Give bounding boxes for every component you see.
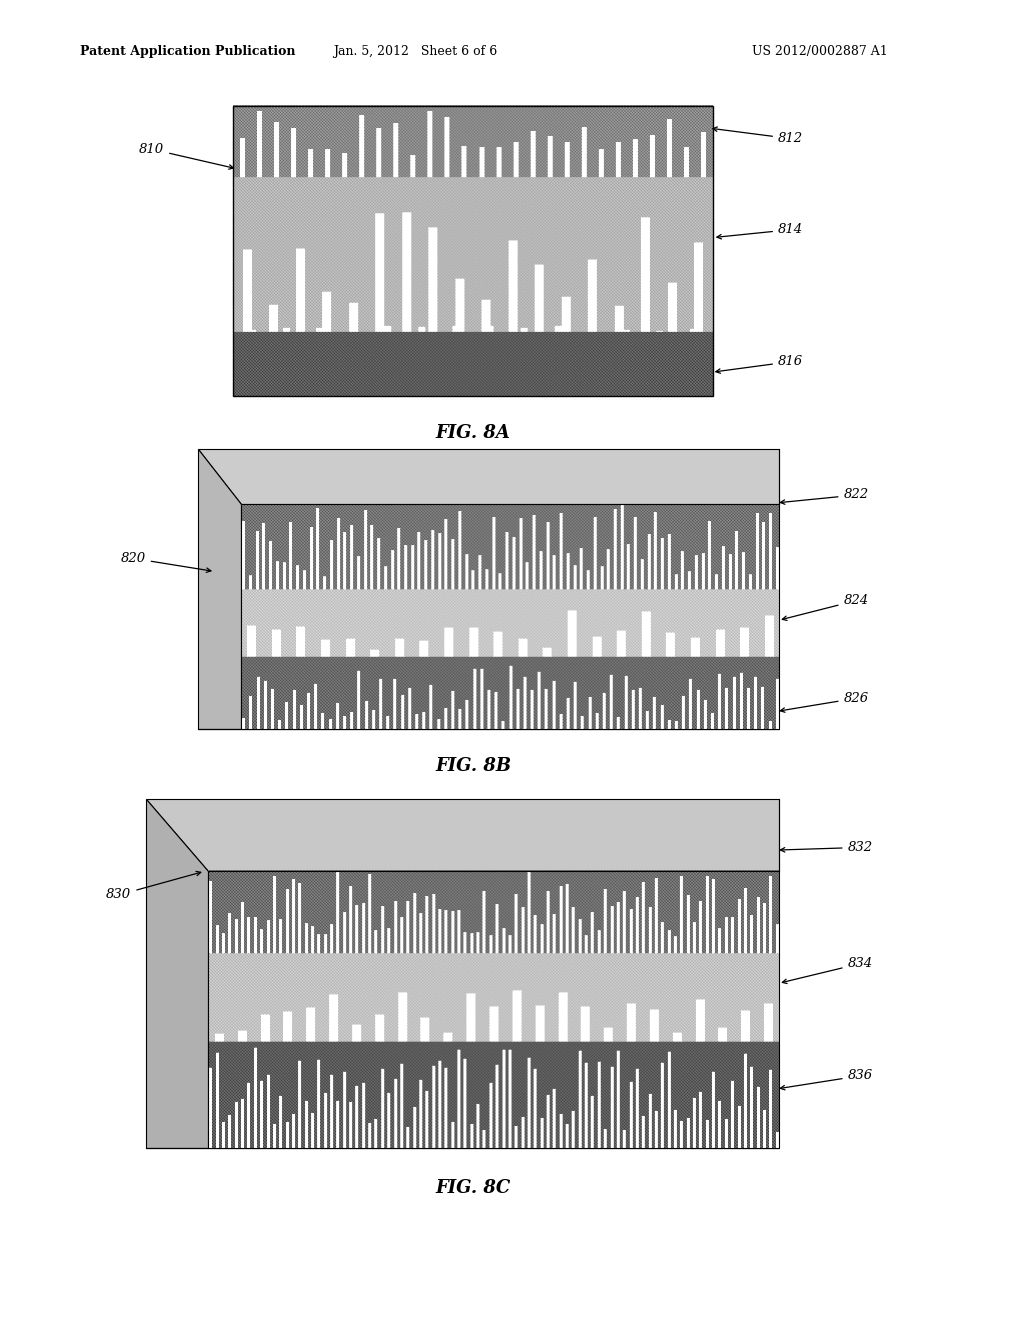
Text: FIG. 8C: FIG. 8C [435,1179,511,1197]
Text: Jan. 5, 2012   Sheet 6 of 6: Jan. 5, 2012 Sheet 6 of 6 [333,45,497,58]
Text: 836: 836 [780,1069,872,1090]
Polygon shape [198,449,779,504]
Text: 812: 812 [713,127,803,145]
Polygon shape [146,799,779,871]
Text: 824: 824 [782,594,868,620]
Bar [208,871,779,1148]
Text: 832: 832 [780,841,872,854]
Text: 826: 826 [780,692,868,713]
Polygon shape [146,799,208,1148]
Text: 834: 834 [782,957,872,983]
Bar [233,106,713,396]
Polygon shape [198,449,241,729]
Text: FIG. 8A: FIG. 8A [435,424,511,442]
Text: FIG. 8B: FIG. 8B [435,756,511,775]
Text: Patent Application Publication: Patent Application Publication [80,45,296,58]
Text: 810: 810 [139,143,233,169]
Text: 816: 816 [716,355,803,374]
Text: 820: 820 [121,552,211,573]
Text: 814: 814 [717,223,803,239]
Bar [241,504,779,729]
Text: US 2012/0002887 A1: US 2012/0002887 A1 [752,45,888,58]
Text: 822: 822 [780,488,868,504]
Text: 830: 830 [106,871,201,902]
